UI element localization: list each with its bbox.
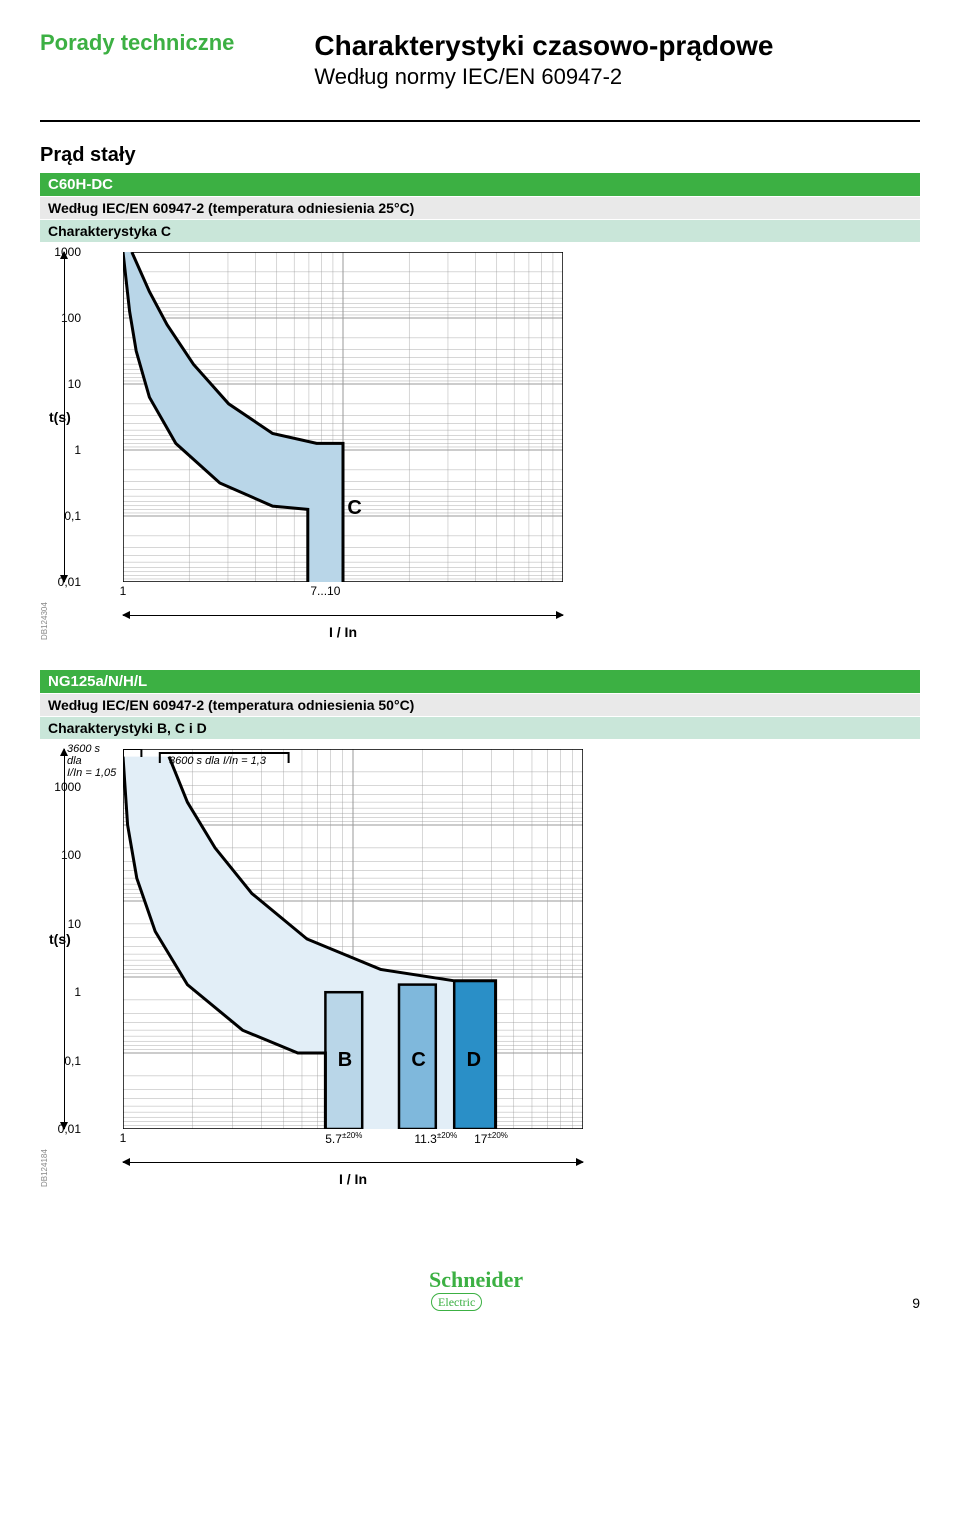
x-tick: 1 [120, 1131, 127, 1145]
figure-code-2: DB124184 [40, 749, 49, 1187]
x-axis-arrow [123, 1155, 583, 1169]
y-tick: 1000 [54, 245, 81, 259]
x-tick: 5.7±20% [325, 1131, 362, 1146]
bar-norm-25c: Według IEC/EN 60947-2 (temperatura odnie… [40, 197, 920, 219]
annotation-3600s-13: 3600 s dla I/In = 1,3 [169, 755, 266, 767]
heading-prad-staly: Prąd stały [40, 144, 920, 167]
x-tick: 17±20% [474, 1131, 508, 1146]
bar-ng125: NG125a/N/H/L [40, 670, 920, 693]
annotation-3600s-105: 3600 s dla I/In = 1,05 [67, 743, 116, 779]
y-axis-label: t(s) [49, 409, 71, 425]
curve-label-B: B [338, 1049, 352, 1072]
curve-label-C: C [411, 1049, 425, 1072]
page-footer: Schneider Electric 9 [40, 1267, 920, 1311]
x-axis-arrow [123, 608, 563, 622]
section-label-left: Porady techniczne [40, 30, 234, 90]
x-tick: 7...10 [310, 584, 340, 598]
x-tick: 11.3±20% [414, 1131, 457, 1146]
x-axis-label: I / In [123, 624, 563, 640]
x-axis-label: I / In [123, 1171, 583, 1187]
chart-ng125: t(s) 10001001010,10,01 3600 s dla I/In =… [123, 749, 583, 1129]
y-axis-label: t(s) [49, 931, 71, 947]
page-header: Porady techniczne Charakterystyki czasow… [40, 30, 920, 90]
y-tick: 10 [68, 917, 81, 931]
x-tick-labels: 1 7...10 [123, 582, 563, 606]
y-tick: 0,01 [58, 1122, 81, 1136]
bar-c60h-dc: C60H-DC [40, 173, 920, 196]
page-subtitle: Według normy IEC/EN 60947-2 [314, 64, 773, 90]
figure-code-1: DB124304 [40, 252, 49, 640]
y-tick: 100 [61, 848, 81, 862]
y-tick: 0,1 [64, 1054, 81, 1068]
bar-char-bcd: Charakterystyki B, C i D [40, 717, 920, 739]
y-tick: 100 [61, 311, 81, 325]
logo-schneider: Schneider Electric [429, 1267, 523, 1311]
page-title: Charakterystyki czasowo-prądowe [314, 30, 773, 62]
curve-label-C: C [347, 497, 361, 520]
bar-char-c: Charakterystyka C [40, 220, 920, 242]
y-tick: 1 [74, 985, 81, 999]
y-tick: 0,01 [58, 575, 81, 589]
y-tick: 0,1 [64, 509, 81, 523]
x-tick: 1 [120, 584, 127, 598]
y-tick: 10 [68, 377, 81, 391]
y-tick: 1000 [54, 780, 81, 794]
curve-label-D: D [467, 1049, 481, 1072]
y-tick: 1 [74, 443, 81, 457]
page-number: 9 [912, 1295, 920, 1311]
x-tick-labels: 1 5.7±20% 11.3±20% 17±20% [123, 1129, 583, 1153]
bar-norm-50c: Według IEC/EN 60947-2 (temperatura odnie… [40, 694, 920, 716]
chart-c60h-dc: t(s) 10001001010,10,01 C [123, 252, 563, 582]
divider [40, 120, 920, 122]
